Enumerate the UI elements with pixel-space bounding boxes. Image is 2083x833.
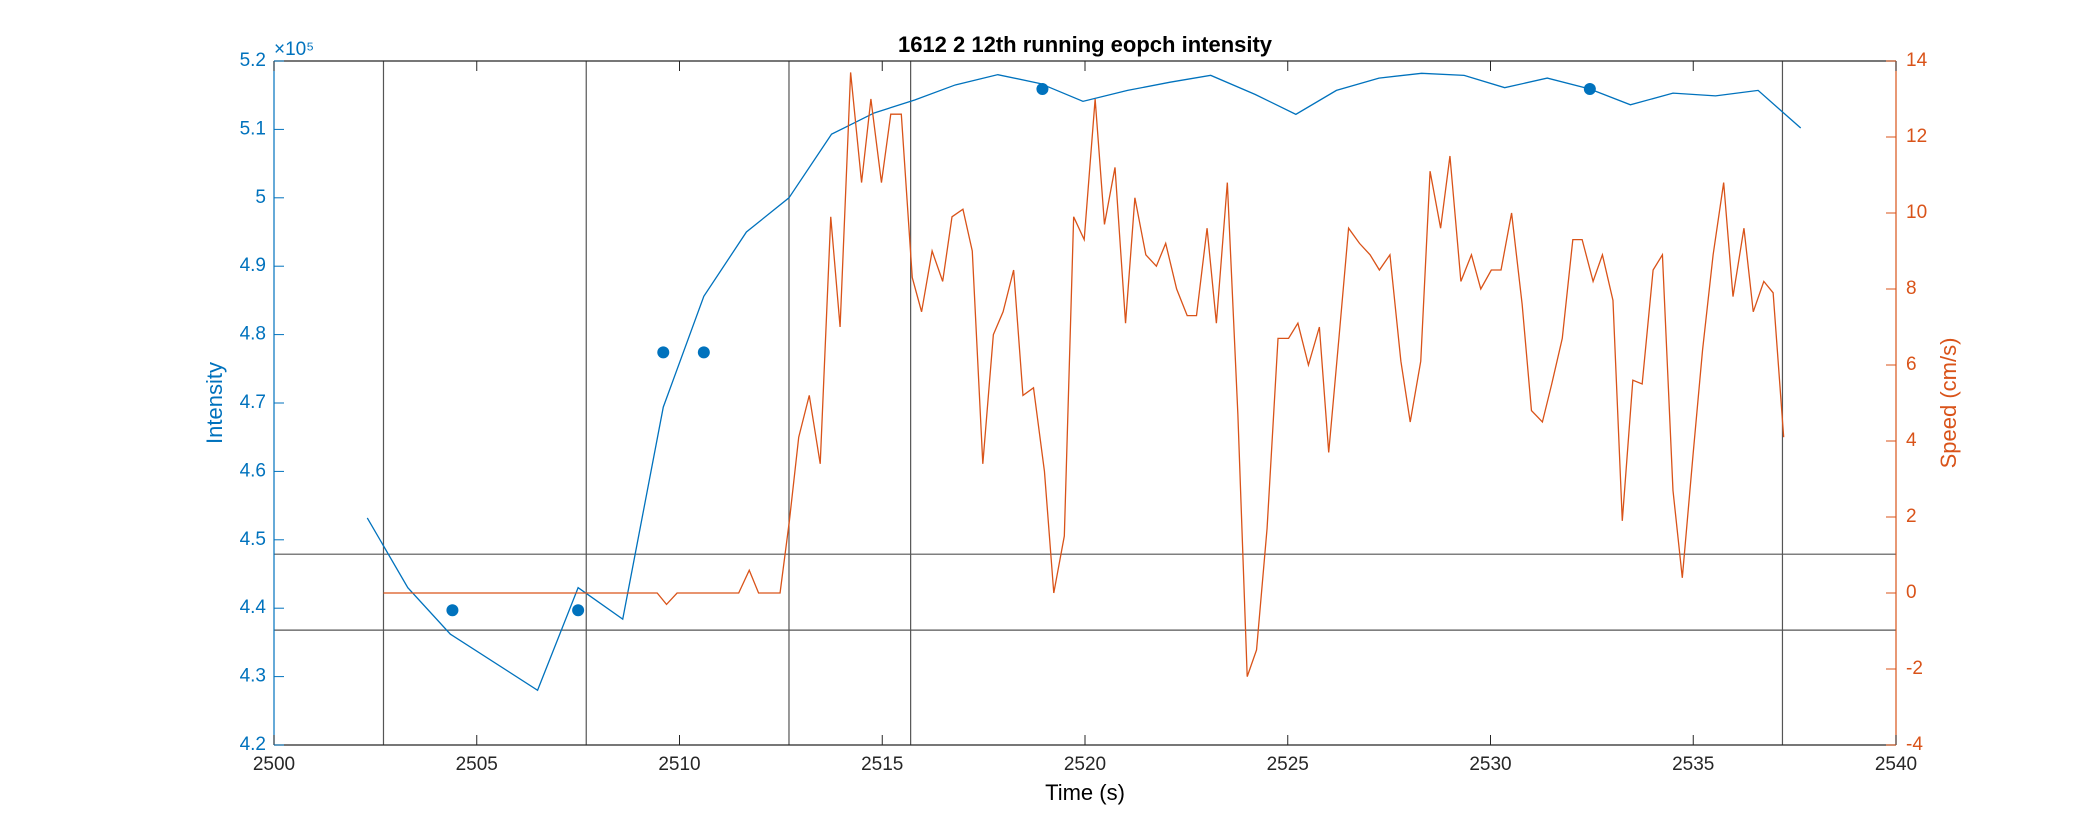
y-tick-label: 4.7 — [240, 392, 266, 413]
y2-tick-label: 14 — [1906, 50, 1928, 71]
x-tick-label: 2510 — [658, 754, 700, 775]
y-tick-label: 5.2 — [240, 50, 266, 71]
y2-axis-label: Speed (cm/s) — [1936, 338, 1961, 469]
y2-tick-label: -2 — [1906, 658, 1923, 679]
y-tick-label: 4.4 — [240, 597, 267, 618]
x-tick-label: 2525 — [1267, 754, 1309, 775]
chart-title: 1612 2 12th running eopch intensity — [898, 32, 1273, 57]
x-axis-label: Time (s) — [1045, 780, 1125, 805]
data-line — [383, 72, 1785, 677]
y-tick-label: 5.1 — [240, 118, 266, 139]
data-line — [366, 72, 1802, 692]
y2-tick-label: -4 — [1906, 734, 1923, 755]
y2-tick-label: 4 — [1906, 430, 1917, 451]
y-tick-label: 4.6 — [240, 460, 266, 481]
y-tick-label: 5 — [255, 187, 266, 208]
data-point — [1036, 83, 1049, 96]
data-point — [446, 604, 459, 617]
y-tick-label: 4.8 — [240, 324, 266, 345]
x-tick-label: 2520 — [1064, 754, 1106, 775]
y-axis-label: Intensity — [202, 362, 227, 444]
x-tick-label: 2505 — [456, 754, 498, 775]
y2-tick-label: 6 — [1906, 354, 1917, 375]
y2-tick-label: 0 — [1906, 582, 1917, 603]
x-tick-label: 2530 — [1469, 754, 1511, 775]
data-point — [572, 604, 585, 617]
x-tick-label: 2540 — [1875, 754, 1917, 775]
y-tick-label: 4.2 — [240, 734, 266, 755]
data-point — [657, 346, 670, 359]
data-point — [1583, 83, 1596, 96]
x-tick-label: 2515 — [861, 754, 903, 775]
y-tick-label: 4.5 — [240, 529, 266, 550]
y2-tick-label: 2 — [1906, 506, 1917, 527]
y-tick-label: 4.3 — [240, 666, 266, 687]
y2-tick-label: 10 — [1906, 202, 1927, 223]
y2-tick-label: 12 — [1906, 126, 1927, 147]
x-tick-label: 2535 — [1672, 754, 1714, 775]
y-tick-label: 4.9 — [240, 255, 266, 276]
x-tick-label: 2500 — [253, 754, 295, 775]
y2-tick-label: 8 — [1906, 278, 1917, 299]
data-point — [697, 346, 710, 359]
y-multiplier: ×10⁵ — [274, 39, 314, 60]
